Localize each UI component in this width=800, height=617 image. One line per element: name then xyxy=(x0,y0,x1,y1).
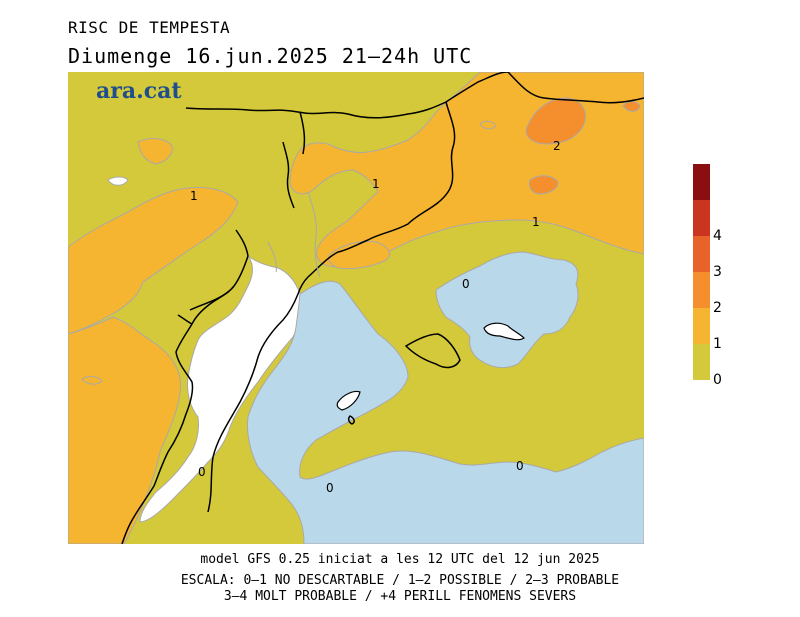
blob-white-west xyxy=(107,176,129,186)
legend-swatch-1 xyxy=(693,308,710,344)
legend-swatch-4 xyxy=(693,200,710,236)
footer-model-info: model GFS 0.25 iniciat a les 12 UTC del … xyxy=(200,552,600,567)
chart-subtitle: Diumenge 16.jun.2025 21–24h UTC xyxy=(68,44,473,68)
contour-label-1-east: 1 xyxy=(532,215,540,229)
contour-label-0-south: 0 xyxy=(516,459,524,473)
inner-borders xyxy=(267,191,321,278)
legend-label-3: 3 xyxy=(713,264,722,280)
region-balearic-level-0 xyxy=(435,251,579,369)
legend-swatch-0 xyxy=(693,344,710,380)
blob-level-2-small xyxy=(528,175,559,195)
contour-label-2-north: 2 xyxy=(553,139,561,153)
blob-level-1-north-small xyxy=(479,120,497,130)
island-ibiza-white xyxy=(336,390,361,411)
legend-label-4: 4 xyxy=(713,228,722,244)
contour-label-0-coast: 0 xyxy=(198,465,206,479)
contour-label-1-center: 1 xyxy=(372,177,380,191)
blob-level-2-corner xyxy=(622,101,641,112)
storm-risk-map: 1 1 1 2 0 0 0 0 xyxy=(68,72,644,544)
legend-label-2: 2 xyxy=(713,300,722,316)
contour-label-1-west: 1 xyxy=(190,189,198,203)
balearic-islands xyxy=(347,333,461,425)
legend-label-1: 1 xyxy=(713,336,722,352)
ara-cat-logo: ara.cat xyxy=(96,78,182,104)
blob-west-small xyxy=(137,138,173,165)
region-west-level-1 xyxy=(68,187,239,335)
region-southwest-level-1 xyxy=(68,316,182,544)
chart-title: RISC DE TEMPESTA xyxy=(68,18,231,37)
region-sea-level-0 xyxy=(247,280,644,544)
contour-label-0-southwest: 0 xyxy=(326,481,334,495)
island-white-spot xyxy=(483,322,525,341)
legend-label-0: 0 xyxy=(713,372,722,388)
legend-swatch-5 xyxy=(693,164,710,200)
map-borders xyxy=(121,72,644,544)
contour-label-0-balearic: 0 xyxy=(462,277,470,291)
legend-swatch-2 xyxy=(693,272,710,308)
footer-scale-line-1: ESCALA: 0–1 NO DESCARTABLE / 1–2 POSSIBL… xyxy=(180,573,620,588)
blob-west-tiny xyxy=(81,376,103,385)
region-north-level-2 xyxy=(525,97,586,145)
legend-swatch-3 xyxy=(693,236,710,272)
footer-scale-line-2: 3–4 MOLT PROBABLE / +4 PERILL FENOMENS S… xyxy=(223,589,577,604)
